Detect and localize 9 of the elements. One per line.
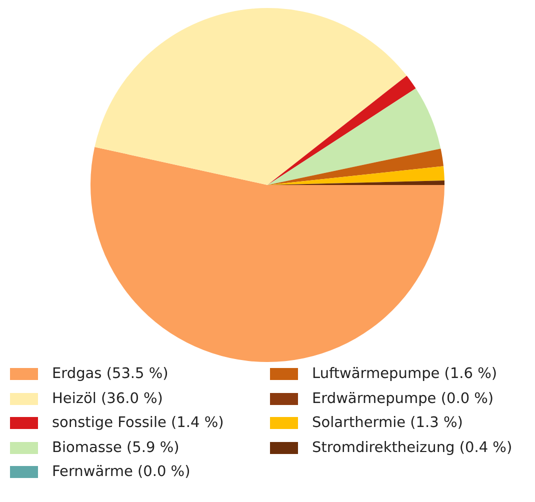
legend-label: Stromdirektheizung (0.4 %) <box>312 440 512 456</box>
legend-label: Erdwärmepumpe (0.0 %) <box>312 390 494 407</box>
legend-label: Biomasse (5.9 %) <box>52 440 180 456</box>
legend-label: Solarthermie (1.3 %) <box>312 415 463 432</box>
legend-label: sonstige Fossile (1.4 %) <box>52 415 224 432</box>
legend-label: Erdgas (53.5 %) <box>52 366 168 382</box>
legend-label: Heizöl (36.0 %) <box>52 390 163 407</box>
legend-label: Luftwärmepumpe (1.6 %) <box>312 366 498 382</box>
legend-label: Fernwärme (0.0 %) <box>52 464 190 480</box>
